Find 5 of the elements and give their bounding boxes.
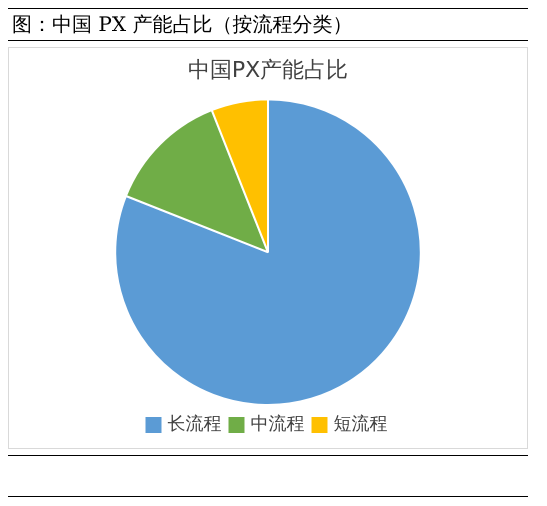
legend-label: 中流程 — [250, 414, 304, 435]
legend-label: 长流程 — [168, 414, 222, 435]
chart-title: 图：中国 PX 产能占比（按流程分类） — [8, 8, 528, 41]
chart-subtitle: 中国PX产能占比 — [188, 58, 348, 83]
legend-label: 短流程 — [334, 414, 388, 435]
